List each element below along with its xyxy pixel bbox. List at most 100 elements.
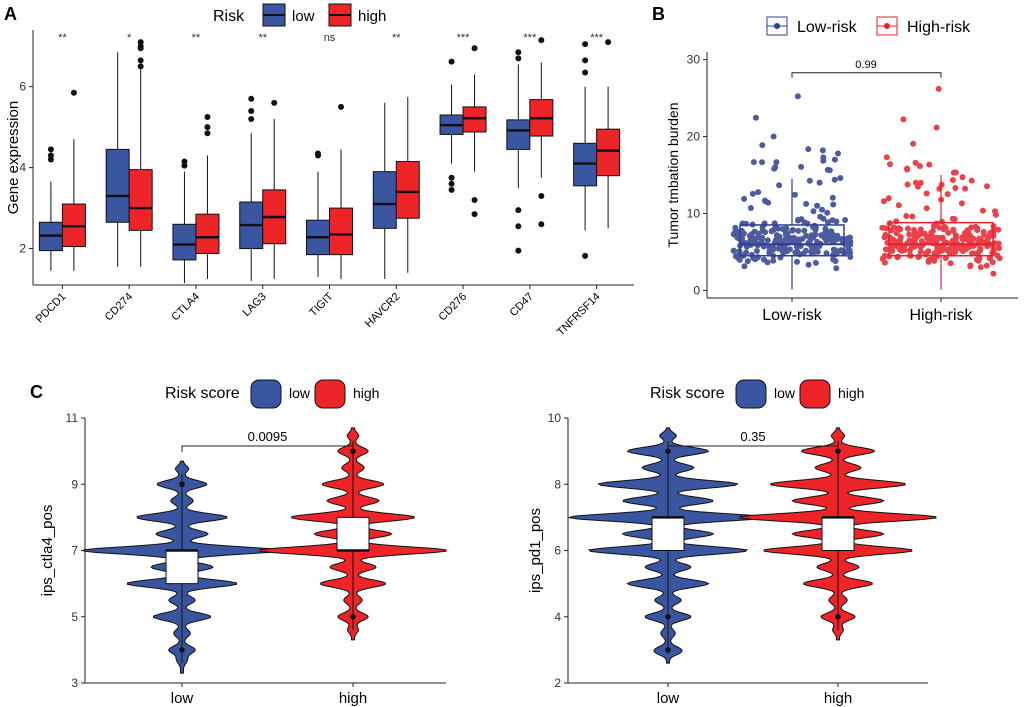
panel-label-c: C xyxy=(30,382,43,402)
outlier-point xyxy=(448,174,455,181)
data-point xyxy=(904,181,911,188)
data-point xyxy=(984,236,991,243)
data-point xyxy=(789,227,796,234)
data-point xyxy=(741,195,748,202)
data-point xyxy=(818,232,825,239)
data-point xyxy=(930,223,937,230)
data-point xyxy=(939,218,945,225)
box-high xyxy=(195,213,220,254)
data-point xyxy=(903,213,910,219)
box-Low-risk xyxy=(739,224,845,257)
legend-label-low: low xyxy=(289,385,311,401)
data-point xyxy=(837,175,844,181)
data-point xyxy=(752,114,759,121)
data-point xyxy=(977,264,984,271)
data-point xyxy=(732,253,739,260)
data-point xyxy=(906,231,913,238)
data-point xyxy=(900,116,907,123)
data-point xyxy=(952,185,959,191)
outlier-point xyxy=(350,613,356,620)
data-point xyxy=(958,243,965,250)
outlier-point xyxy=(538,192,545,199)
outlier-point xyxy=(665,647,671,653)
data-point xyxy=(794,93,801,100)
data-point xyxy=(762,198,769,205)
data-point xyxy=(820,154,827,161)
outlier-point xyxy=(582,252,589,259)
inner-box xyxy=(651,516,685,551)
data-point xyxy=(759,159,765,166)
outlier-point xyxy=(515,207,522,214)
data-point xyxy=(801,227,808,234)
outlier-point xyxy=(471,211,478,218)
data-point xyxy=(952,237,959,244)
data-point xyxy=(761,256,767,263)
data-point xyxy=(888,227,895,234)
data-point xyxy=(832,247,839,254)
x-tick-label: High-risk xyxy=(909,307,973,324)
pvalue-bracket xyxy=(791,72,942,78)
data-point xyxy=(770,257,777,264)
outlier-point xyxy=(665,613,671,620)
data-point xyxy=(762,229,769,236)
data-point xyxy=(882,246,889,253)
data-point xyxy=(901,247,908,253)
box-high xyxy=(128,169,153,231)
legend-key-dot xyxy=(774,23,780,29)
outlier-point xyxy=(515,223,522,230)
outlier-point xyxy=(248,116,255,123)
x-tick-label: LAG3 xyxy=(240,291,268,319)
data-point xyxy=(819,206,825,213)
data-point xyxy=(984,183,990,190)
data-point xyxy=(811,249,818,255)
data-point xyxy=(831,156,838,163)
data-point xyxy=(917,163,923,169)
legend-b: Low-risk High-risk xyxy=(766,16,971,36)
data-point xyxy=(816,179,823,186)
data-point xyxy=(833,265,840,272)
data-point xyxy=(829,194,836,201)
data-point xyxy=(976,256,983,263)
legend-label-low-risk: Low-risk xyxy=(797,19,858,36)
x-tick-label: TNFRSF14 xyxy=(555,291,603,339)
data-point xyxy=(931,257,938,264)
y-tick-label: 4 xyxy=(19,161,26,175)
legend-key-low xyxy=(250,379,282,409)
data-point xyxy=(974,227,981,234)
box-High-risk xyxy=(888,221,994,257)
legend-label-low: low xyxy=(774,385,796,401)
data-point xyxy=(746,232,753,239)
data-point xyxy=(830,201,837,208)
legend-label-high: high xyxy=(838,385,864,401)
x-tick-label: CTLA4 xyxy=(169,291,202,324)
x-tick-label: high xyxy=(824,690,852,707)
outlier-point xyxy=(70,89,77,96)
data-point xyxy=(979,207,986,214)
data-point xyxy=(805,146,812,153)
y-tick-label: 9 xyxy=(71,477,78,491)
data-point xyxy=(983,262,990,269)
data-point xyxy=(803,200,810,207)
data-point xyxy=(969,250,976,257)
outlier-point xyxy=(835,613,841,620)
outlier-point xyxy=(448,186,455,193)
data-point xyxy=(749,190,756,197)
data-point xyxy=(814,202,821,209)
data-point xyxy=(740,230,747,237)
data-point xyxy=(987,230,994,236)
data-point xyxy=(806,177,813,184)
data-point xyxy=(967,263,974,270)
data-point xyxy=(755,189,762,196)
data-point xyxy=(820,215,827,222)
data-point xyxy=(962,185,969,192)
outlier-point xyxy=(515,55,522,62)
box-high xyxy=(596,128,621,177)
outlier-point xyxy=(605,39,612,46)
outlier-point xyxy=(448,58,455,65)
data-point xyxy=(775,225,782,232)
data-point xyxy=(771,165,778,172)
data-point xyxy=(989,259,996,266)
x-tick-label: CD276 xyxy=(436,291,469,324)
data-point xyxy=(906,237,913,244)
data-point xyxy=(833,236,840,243)
